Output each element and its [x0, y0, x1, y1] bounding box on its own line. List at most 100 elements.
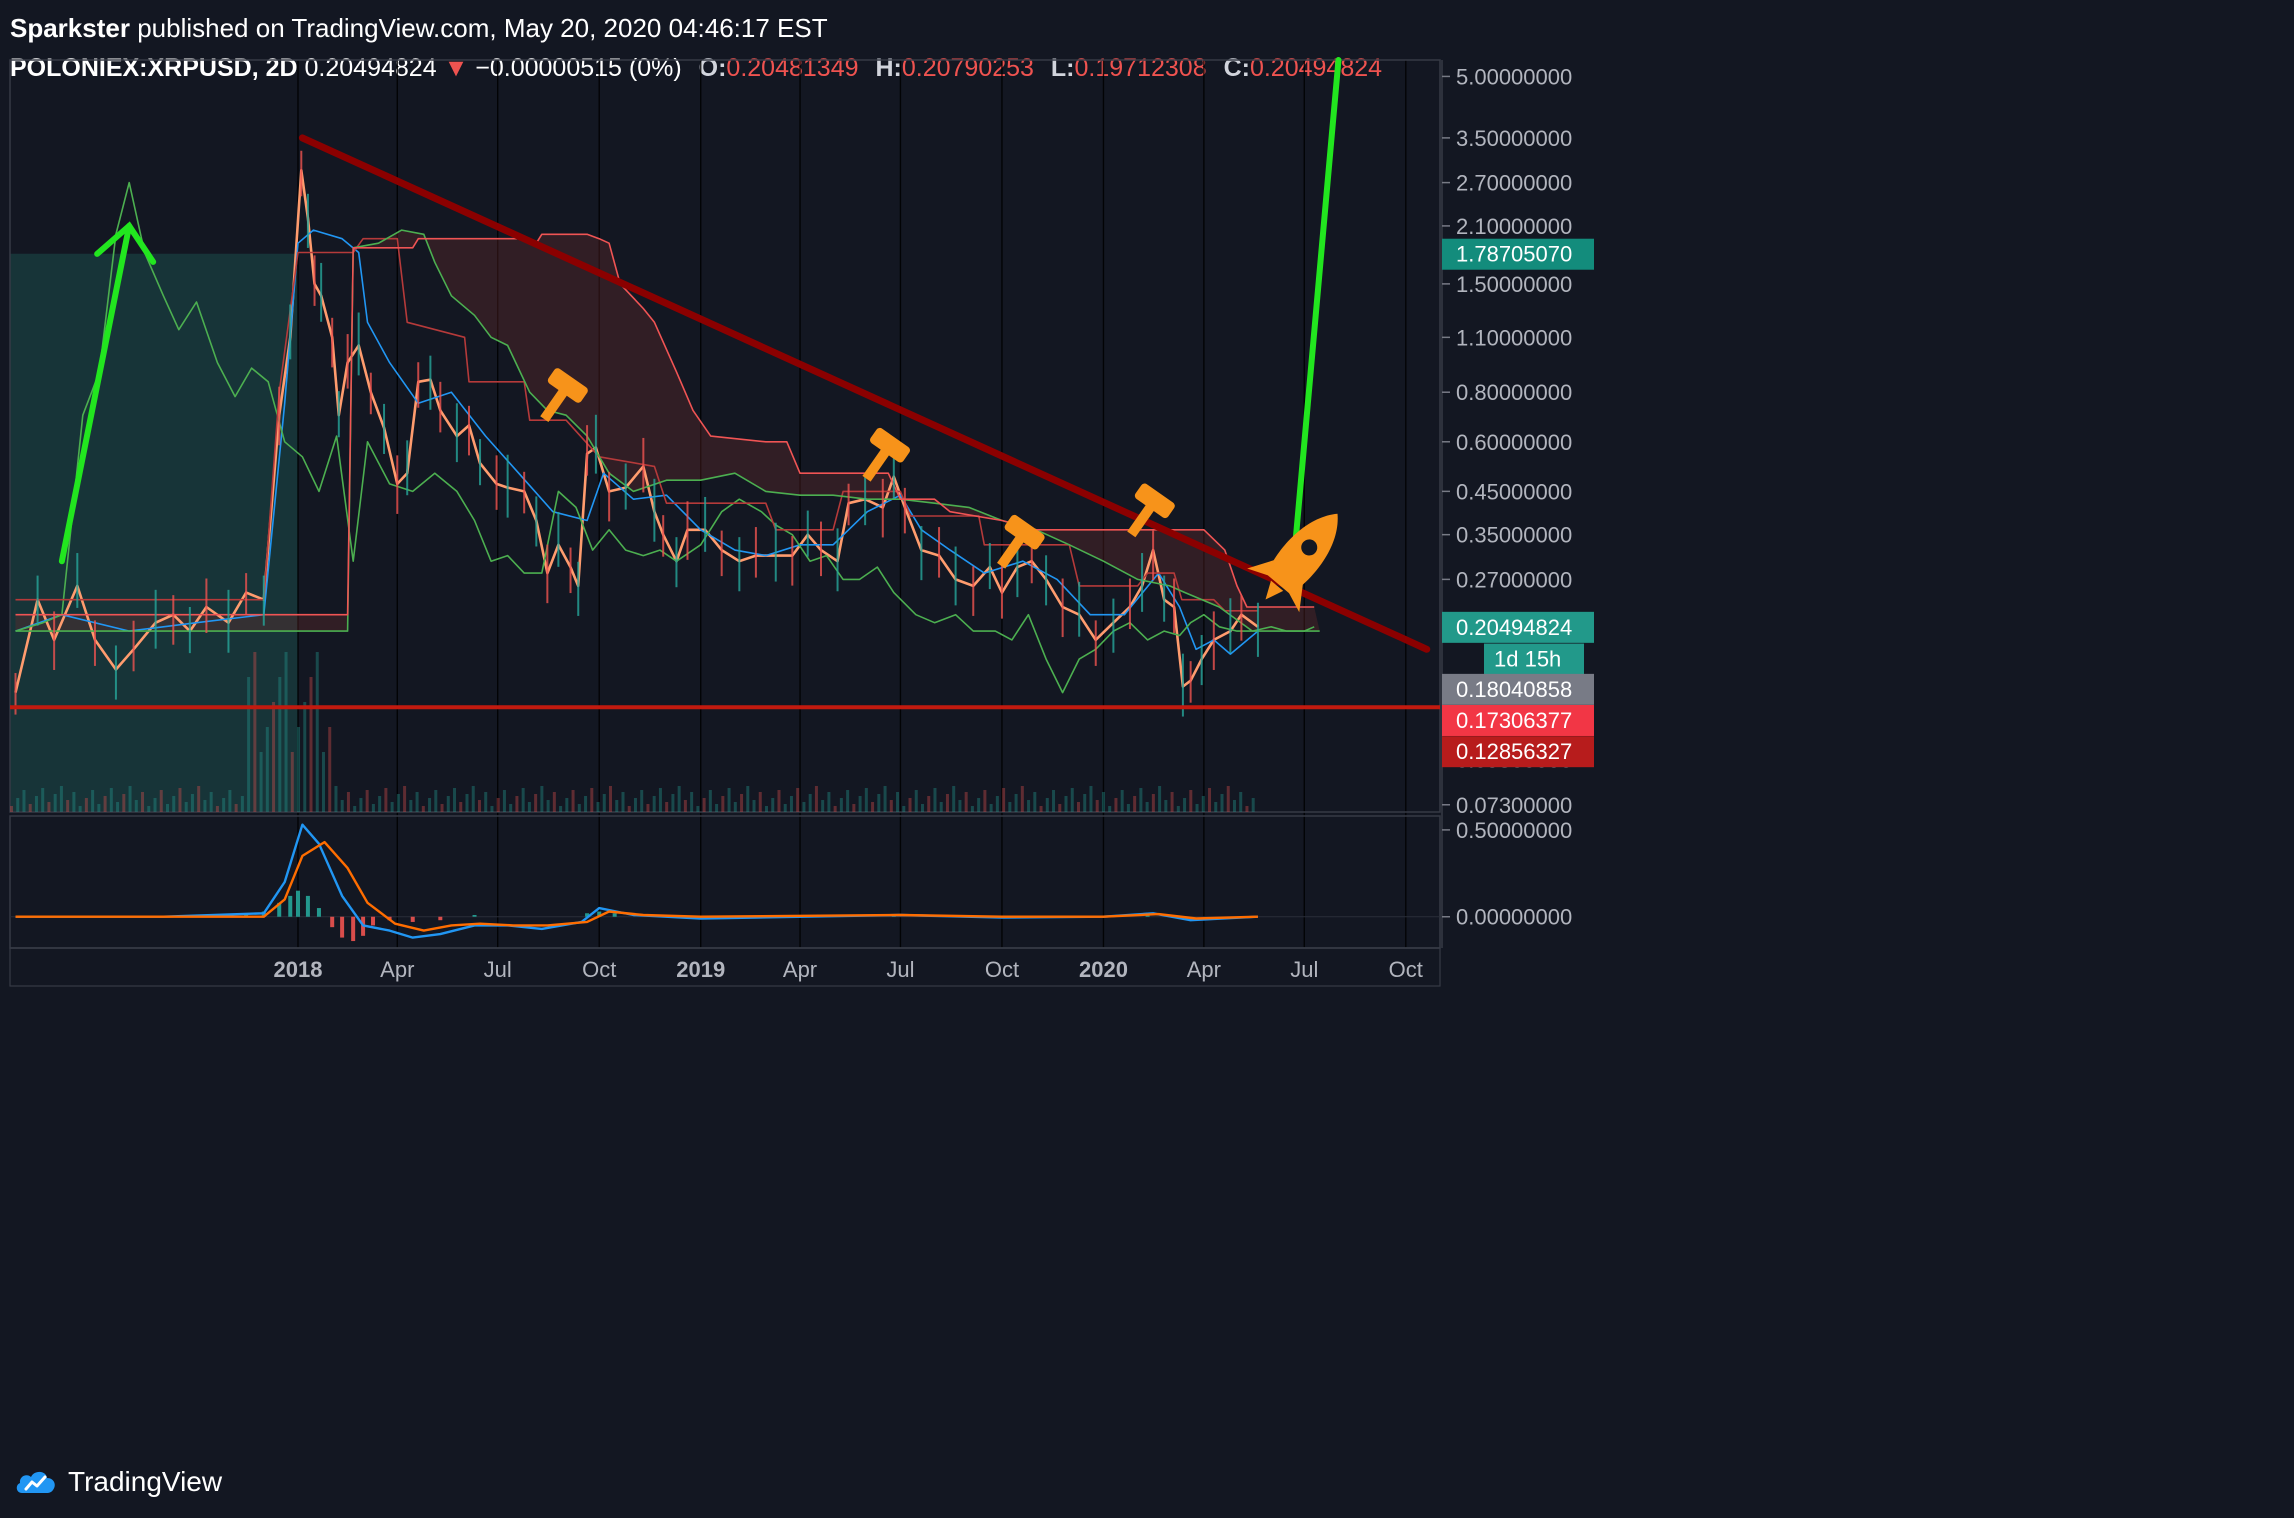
volume-bar — [259, 752, 263, 812]
volume-bar — [309, 677, 313, 812]
volume-bar — [633, 798, 637, 812]
volume-bar — [321, 752, 325, 812]
volume-bar — [945, 794, 949, 812]
volume-bar — [1195, 804, 1199, 812]
up-arrow-shaft — [58, 222, 133, 565]
volume-bar — [746, 786, 750, 812]
volume-bar — [1076, 802, 1080, 812]
macd-macd-line — [15, 823, 1258, 939]
volume-bar — [896, 792, 900, 812]
volume-bar — [172, 796, 176, 812]
volume-bar — [340, 800, 344, 812]
volume-bar — [434, 790, 438, 812]
volume-bar — [1120, 790, 1124, 812]
volume-bar — [1232, 800, 1236, 812]
volume-bar — [802, 802, 806, 812]
volume-bar — [1027, 800, 1031, 812]
tradingview-brand[interactable]: TradingView — [68, 1466, 223, 1497]
volume-bar — [958, 800, 962, 812]
volume-bar — [671, 794, 675, 812]
volume-bar — [1201, 796, 1205, 812]
open-value: 0.20481349 — [726, 54, 859, 82]
volume-bar — [415, 792, 419, 812]
series-ichimoku_span_b — [15, 233, 1315, 616]
volume-bar — [1170, 792, 1174, 812]
macd-tick-label: 0.50000000 — [1456, 818, 1572, 843]
volume-bar — [396, 794, 400, 812]
volume-bar — [428, 798, 432, 812]
volume-bar — [534, 794, 538, 812]
x-tick-label: Oct — [582, 957, 616, 982]
volume-bar — [871, 802, 875, 812]
x-tick-label: Jul — [484, 957, 512, 982]
volume-bar — [421, 806, 425, 812]
macd-histogram-bar — [410, 916, 415, 922]
volume-bar — [584, 796, 588, 812]
volume-bar — [783, 804, 787, 812]
volume-bar — [197, 786, 201, 812]
y-tick-label: 0.60000000 — [1456, 430, 1572, 455]
volume-bar — [141, 792, 145, 812]
descending-trendline — [298, 134, 1431, 653]
volume-bar — [540, 786, 544, 812]
volume-bar — [1176, 806, 1180, 812]
volume-bar — [1089, 786, 1093, 812]
price-change: −0.00000515 (0%) — [475, 54, 682, 82]
volume-bar — [1251, 798, 1255, 812]
gavel-icon — [997, 514, 1045, 569]
volume-bar — [334, 786, 338, 812]
volume-bar — [715, 804, 719, 812]
volume-bar — [658, 788, 662, 812]
y-tick-label: 0.35000000 — [1456, 523, 1572, 548]
symbol-label[interactable]: POLONIEX:XRPUSD, 2D — [10, 54, 298, 82]
macd-histogram-bar — [295, 890, 300, 917]
price-tag-label: 0.20494824 — [1456, 615, 1572, 640]
x-tick-label: Oct — [985, 957, 1019, 982]
volume-bar — [446, 796, 450, 812]
volume-bar — [1151, 794, 1155, 812]
volume-bar — [41, 788, 45, 812]
volume-bar — [883, 786, 887, 812]
price-tag-label: 0.17306377 — [1456, 708, 1572, 733]
volume-bar — [908, 798, 912, 812]
price-tag — [1442, 611, 1594, 643]
x-tick-label: Oct — [1389, 957, 1423, 982]
author-name[interactable]: Sparkster — [10, 13, 130, 43]
projection-arrow — [1289, 57, 1342, 583]
published-text: published on TradingView.com, May 20, 20… — [137, 13, 828, 43]
volume-bar — [109, 788, 113, 812]
volume-bar — [1008, 802, 1012, 812]
volume-bar — [1139, 788, 1143, 812]
volume-bar — [215, 806, 219, 812]
volume-bar — [933, 788, 937, 812]
volume-bar — [409, 800, 413, 812]
volume-bar — [696, 806, 700, 812]
volume-bar — [78, 806, 82, 812]
volume-bar — [977, 798, 981, 812]
volume-bar — [796, 788, 800, 812]
volume-bar — [1101, 792, 1105, 812]
volume-bar — [758, 792, 762, 812]
volume-bar — [1208, 788, 1212, 812]
x-axis-box — [9, 947, 1441, 987]
volume-bar — [1214, 802, 1218, 812]
volume-bar — [777, 790, 781, 812]
volume-bar — [652, 796, 656, 812]
volume-bar — [609, 786, 613, 812]
volume-bar — [821, 800, 825, 812]
footer: TradingView — [14, 1460, 222, 1504]
price-tag — [1442, 673, 1594, 705]
volume-bar — [708, 790, 712, 812]
volume-bar — [1114, 798, 1118, 812]
volume-bar — [477, 800, 481, 812]
volume-bar — [159, 790, 163, 812]
x-tick-label: Apr — [783, 957, 817, 982]
volume-bar — [190, 794, 194, 812]
volume-bar — [209, 792, 213, 812]
volume-bar — [278, 677, 282, 812]
y-tick-label: 1.50000000 — [1456, 272, 1572, 297]
volume-bar — [995, 796, 999, 812]
volume-bar — [1145, 802, 1149, 812]
volume-bar — [1058, 804, 1062, 812]
